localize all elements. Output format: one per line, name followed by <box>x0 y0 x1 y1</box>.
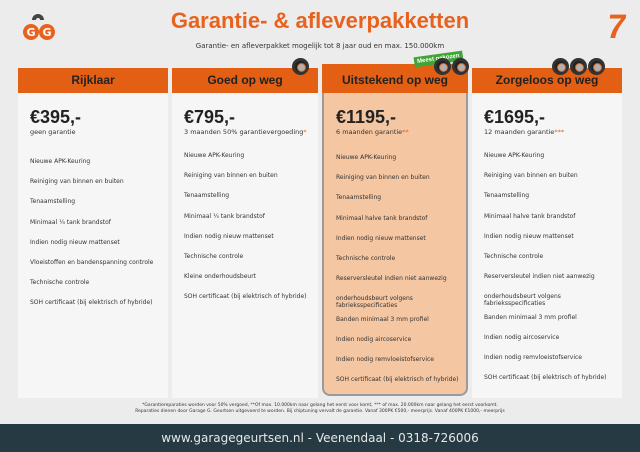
list-item: Nieuwe APK-Keuring <box>184 152 245 159</box>
package-price: €1695,- <box>484 107 546 127</box>
list-item: Tenaamstelling <box>184 192 230 200</box>
svg-text:G: G <box>42 26 51 39</box>
list-item: Tenaamstelling <box>336 194 382 202</box>
list-item: Reserversleutel indien niet aanwezig <box>484 273 595 281</box>
list-item: Nieuwe APK-Keuring <box>484 152 545 159</box>
list-item: Kleine onderhoudsbeurt <box>184 273 257 281</box>
package-warranty: 12 maanden garantie*** <box>484 128 565 136</box>
list-item: Technische controle <box>184 252 244 260</box>
list-item: Tenaamstelling <box>30 198 76 206</box>
package-card: Uitstekend op weg €1195,- 6 maanden gara… <box>322 64 468 396</box>
package-card: Goed op weg €795,- 3 maanden 50% garanti… <box>172 68 318 398</box>
package-card: Zorgeloos op weg €1695,- 12 maanden gara… <box>472 68 622 398</box>
list-item: Reiniging van binnen en buiten <box>484 172 578 180</box>
list-item: Reserversleutel indien niet aanwezig <box>336 275 447 283</box>
list-item: SOH certificaat (bij elektrisch of hybri… <box>484 374 607 382</box>
list-item: SOH certificaat (bij elektrisch of hybri… <box>336 376 459 384</box>
list-item: onderhoudsbeurt volgens fabrieksspecific… <box>336 295 413 310</box>
list-item: Banden minimaal 3 mm profiel <box>336 315 429 323</box>
list-item: Technische controle <box>30 279 90 287</box>
tire-icon <box>552 58 569 75</box>
package-price: €1195,- <box>336 107 397 127</box>
package-price: €795,- <box>184 107 236 127</box>
list-item: Banden minimaal 3 mm profiel <box>484 313 577 321</box>
package-card: Rijklaar €395,- geen garantie Nieuwe APK-… <box>18 68 168 398</box>
list-item: Minimaal halve tank brandstof <box>336 214 428 222</box>
tire-icon <box>452 58 469 75</box>
list-item: Reiniging van binnen en buiten <box>184 172 278 180</box>
list-item: onderhoudsbeurt volgens fabrieksspecific… <box>484 293 561 308</box>
list-item: Indien nodig aircoservice <box>336 335 412 343</box>
list-item: Indien nodig nieuw mattenset <box>184 232 274 240</box>
list-item: Tenaamstelling <box>484 192 530 200</box>
package-price: €395,- <box>30 107 82 127</box>
list-item: Indien nodig nieuw mattenset <box>30 238 120 246</box>
list-item: Indien nodig remvloeistofservice <box>484 353 582 361</box>
list-item: Minimaal halve tank brandstof <box>484 212 576 220</box>
package-warranty: 6 maanden garantie** <box>336 128 409 136</box>
list-item: Technische controle <box>484 252 544 260</box>
list-item: Vloeistoffen en bandenspanning controle <box>30 258 154 266</box>
list-item: Indien nodig nieuw mattenset <box>336 234 426 242</box>
list-item: Indien nodig nieuw mattenset <box>484 232 574 240</box>
page-title: Garantie- & afleverpakketten <box>170 8 470 33</box>
list-item: Indien nodig aircoservice <box>484 333 560 341</box>
package-warranty: 3 maanden 50% garantievergoeding* <box>184 128 307 136</box>
package-warranty: geen garantie <box>30 128 76 136</box>
list-item: Nieuwe APK-Keuring <box>30 158 91 165</box>
package-title: Rijklaar <box>18 68 168 93</box>
tire-icon <box>570 58 587 75</box>
list-item: Reiniging van binnen en buiten <box>30 178 124 186</box>
footer-bar: www.garagegeurtsen.nl - Veenendaal - 031… <box>0 424 640 452</box>
tire-icon <box>434 58 451 75</box>
svg-text:G: G <box>26 26 35 39</box>
package-title: Zorgeloos op weg <box>472 68 622 93</box>
list-item: SOH certificaat (bij elektrisch of hybri… <box>184 293 307 301</box>
list-item: Reiniging van binnen en buiten <box>336 174 430 182</box>
list-item: SOH certificaat (bij elektrisch of hybri… <box>30 299 153 307</box>
list-item: Minimaal ¼ tank brandstof <box>30 218 111 226</box>
list-item: Minimaal ¼ tank brandstof <box>184 212 265 220</box>
tire-icon <box>588 58 605 75</box>
footnote: *Garantiereparaties worden voor 50% verg… <box>135 403 505 414</box>
page-subtitle: Garantie- en afleverpakket mogelijk tot … <box>195 42 445 50</box>
tire-icon <box>292 58 309 75</box>
list-item: Indien nodig remvloeistofservice <box>336 355 434 363</box>
list-item: Nieuwe APK-Keuring <box>336 154 397 161</box>
list-item: Technische controle <box>336 254 396 262</box>
